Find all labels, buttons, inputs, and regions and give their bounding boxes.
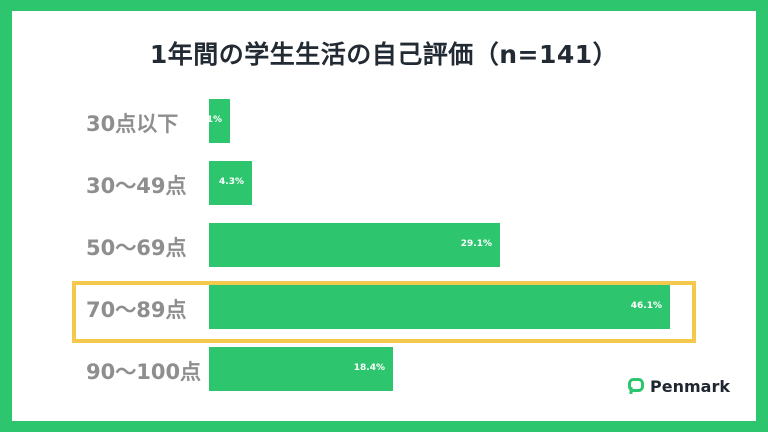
value-label: 2.1% [197, 115, 222, 125]
penmark-logo-icon [628, 378, 644, 394]
highlight-frame [72, 281, 696, 343]
bar [209, 99, 230, 143]
value-label: 29.1% [460, 239, 492, 249]
value-label: 18.4% [353, 363, 385, 373]
category-label: 30〜49点 [86, 174, 187, 198]
bar [209, 161, 252, 205]
brand-logo: Penmark [628, 377, 730, 396]
chart-card: 1年間の学生生活の自己評価（n=141） 30点以下 2.1% 30〜49点 4.3%… [12, 11, 756, 421]
category-label: 30点以下 [86, 112, 179, 136]
value-label: 46.1% [630, 301, 662, 311]
bar [209, 285, 670, 329]
bar [209, 223, 500, 267]
category-label: 70〜89点 [86, 298, 187, 322]
category-label: 50〜69点 [86, 236, 187, 260]
category-label: 90〜100点 [86, 360, 202, 384]
bar [209, 347, 393, 391]
brand-name: Penmark [650, 377, 730, 396]
chart-title: 1年間の学生生活の自己評価（n=141） [149, 40, 619, 69]
value-label: 4.3% [219, 177, 244, 187]
